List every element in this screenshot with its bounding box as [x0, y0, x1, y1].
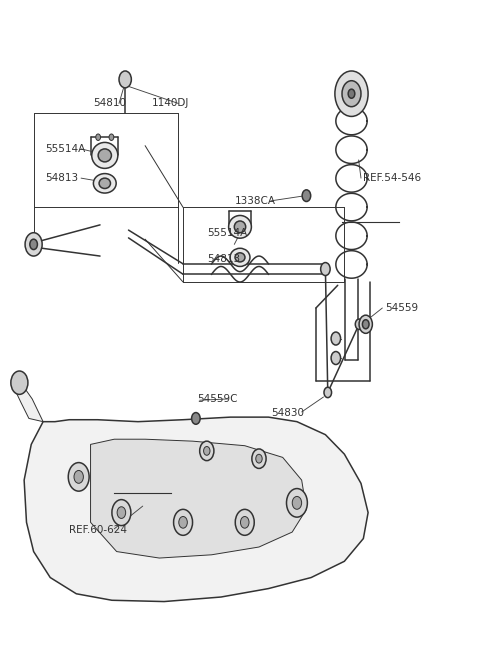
Circle shape: [342, 81, 361, 107]
Circle shape: [335, 71, 368, 117]
Ellipse shape: [228, 215, 252, 238]
Text: 1140DJ: 1140DJ: [152, 98, 190, 109]
Ellipse shape: [92, 142, 118, 168]
Ellipse shape: [234, 221, 246, 233]
Ellipse shape: [230, 248, 250, 267]
Circle shape: [321, 263, 330, 276]
Text: 54810: 54810: [93, 98, 126, 109]
Text: 55514A: 55514A: [207, 229, 247, 238]
Circle shape: [302, 190, 311, 202]
Circle shape: [252, 449, 266, 468]
Circle shape: [96, 134, 100, 140]
Text: 54559: 54559: [384, 303, 418, 313]
Circle shape: [324, 387, 332, 398]
Ellipse shape: [94, 174, 116, 193]
Ellipse shape: [98, 149, 111, 162]
Text: 54830: 54830: [271, 408, 304, 419]
Circle shape: [331, 352, 341, 365]
Circle shape: [174, 510, 192, 535]
Circle shape: [68, 462, 89, 491]
Circle shape: [11, 371, 28, 394]
Circle shape: [25, 233, 42, 256]
Circle shape: [331, 332, 341, 345]
Circle shape: [240, 517, 249, 528]
Circle shape: [117, 507, 126, 519]
Circle shape: [256, 455, 262, 463]
Circle shape: [109, 134, 114, 140]
Circle shape: [355, 319, 363, 329]
Text: 55514A: 55514A: [46, 144, 86, 154]
Polygon shape: [14, 376, 43, 422]
Circle shape: [74, 470, 84, 483]
Circle shape: [30, 239, 37, 250]
Ellipse shape: [99, 178, 110, 189]
Text: 1338CA: 1338CA: [235, 196, 276, 206]
Circle shape: [359, 315, 372, 333]
Circle shape: [362, 320, 369, 329]
Circle shape: [112, 500, 131, 525]
Circle shape: [200, 441, 214, 460]
Text: 54813: 54813: [207, 254, 240, 265]
Circle shape: [179, 517, 187, 528]
Circle shape: [192, 413, 200, 424]
Text: REF.60-624: REF.60-624: [69, 525, 127, 535]
Circle shape: [204, 447, 210, 455]
Ellipse shape: [235, 253, 245, 262]
Circle shape: [119, 71, 132, 88]
Circle shape: [287, 489, 307, 517]
Circle shape: [348, 89, 355, 98]
Polygon shape: [24, 417, 368, 601]
Circle shape: [292, 496, 301, 510]
Text: REF.54-546: REF.54-546: [363, 173, 421, 183]
Circle shape: [235, 510, 254, 535]
Text: 54813: 54813: [46, 173, 79, 183]
Text: 54559C: 54559C: [197, 394, 238, 404]
Polygon shape: [91, 440, 306, 558]
